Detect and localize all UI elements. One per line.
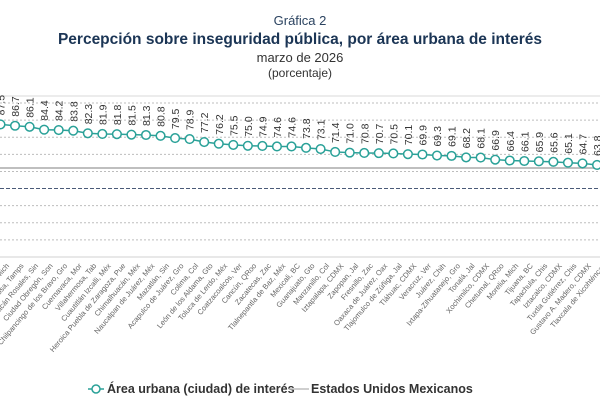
- data-label: 64.7: [578, 134, 590, 155]
- data-point: [592, 159, 600, 170]
- legend-series-label: Área urbana (ciudad) de interés: [107, 381, 295, 396]
- data-point: [402, 149, 413, 160]
- data-label: 86.7: [10, 96, 22, 117]
- data-point: [97, 128, 108, 140]
- data-point: [53, 124, 64, 136]
- data-point: [0, 119, 6, 130]
- chart-title: Percepción sobre inseguridad pública, po…: [58, 31, 542, 48]
- data-point: [286, 141, 297, 152]
- gridlines: [0, 95, 600, 258]
- data-label: 71.0: [345, 123, 357, 144]
- data-label: 69.3: [432, 126, 444, 147]
- data-label: 70.5: [388, 124, 400, 145]
- data-label: 65.6: [548, 132, 560, 153]
- data-point: [519, 155, 530, 167]
- data-point: [39, 124, 50, 135]
- data-point: [446, 150, 457, 161]
- data-point: [373, 148, 384, 159]
- legend-series-marker: [91, 384, 101, 394]
- data-label: 66.4: [505, 131, 517, 152]
- data-label: 70.7: [374, 124, 386, 145]
- data-label: 84.2: [54, 100, 66, 121]
- data-label: 63.8: [592, 135, 600, 156]
- data-label: 81.9: [97, 104, 109, 125]
- data-label: 79.5: [170, 108, 182, 129]
- data-label: 70.8: [359, 123, 371, 144]
- data-label: 80.8: [156, 106, 168, 127]
- data-label: 69.9: [417, 125, 429, 146]
- data-label: 81.5: [126, 105, 138, 126]
- data-point: [68, 125, 79, 136]
- data-label: 68.2: [461, 128, 473, 149]
- data-point: [344, 147, 355, 158]
- data-label: 74.6: [287, 117, 299, 138]
- data-point: [242, 140, 253, 151]
- data-point: [431, 150, 443, 161]
- legend: Área urbana (ciudad) de interés Estados …: [88, 381, 473, 396]
- data-label: 65.1: [563, 133, 575, 154]
- data-point: [111, 129, 122, 140]
- data-label: 84.4: [39, 100, 51, 121]
- data-point: [562, 157, 574, 168]
- data-point: [359, 147, 370, 159]
- data-label: 66.9: [490, 130, 502, 151]
- data-point: [315, 143, 326, 155]
- data-label: 78.9: [185, 110, 197, 131]
- data-point: [301, 142, 312, 153]
- data-point: [82, 128, 93, 139]
- data-label: 75.5: [228, 115, 240, 136]
- data-point: [170, 133, 181, 144]
- legend-national-label: Estados Unidos Mexicanos: [311, 382, 473, 396]
- data-point: [155, 130, 166, 141]
- data-label: 83.8: [68, 101, 80, 122]
- data-point: [577, 158, 588, 169]
- data-label: 81.8: [112, 105, 124, 126]
- data-point: [490, 154, 501, 165]
- data-point: [533, 156, 544, 167]
- data-label: 69.1: [447, 126, 459, 147]
- data-point: [228, 139, 239, 150]
- data-label: 65.9: [534, 132, 546, 153]
- data-point: [504, 155, 515, 166]
- data-point: [184, 134, 195, 145]
- chart-subtitle: marzo de 2026: [257, 50, 344, 65]
- data-point: [199, 136, 210, 148]
- chart-unit: (porcentaje): [268, 66, 332, 80]
- data-point: [271, 141, 283, 152]
- data-label: 76.2: [214, 114, 226, 135]
- data-label: 74.9: [257, 116, 269, 137]
- data-point: [548, 156, 559, 167]
- data-label: 77.2: [199, 112, 211, 133]
- data-label: 73.1: [316, 119, 328, 140]
- data-point: [475, 152, 486, 163]
- data-label: 70.1: [403, 125, 415, 146]
- data-point: [140, 129, 152, 141]
- data-point: [461, 152, 472, 163]
- data-point: [388, 148, 399, 159]
- data-label: 66.1: [519, 131, 531, 152]
- data-point: [24, 121, 35, 132]
- city-series: 87.5 86.7 86.1 84.4 84.2 83.8 82.3 81.9 81.8 81.5…: [0, 95, 600, 170]
- data-label: 87.5: [0, 95, 8, 116]
- data-label: 82.3: [83, 104, 95, 125]
- data-point: [417, 149, 428, 160]
- data-point: [330, 146, 341, 157]
- data-point: [257, 140, 268, 151]
- data-point: [10, 120, 21, 131]
- data-point: [126, 129, 137, 140]
- data-point: [213, 138, 224, 149]
- data-label: 73.8: [301, 118, 313, 139]
- data-label: 81.3: [141, 105, 153, 126]
- data-label: 68.1: [476, 128, 488, 149]
- data-label: 86.1: [25, 97, 37, 118]
- data-label: 75.0: [243, 116, 255, 137]
- data-label: 71.4: [330, 122, 342, 143]
- data-label: 74.6: [272, 117, 284, 138]
- chart-supertitle: Gráfica 2: [274, 13, 327, 28]
